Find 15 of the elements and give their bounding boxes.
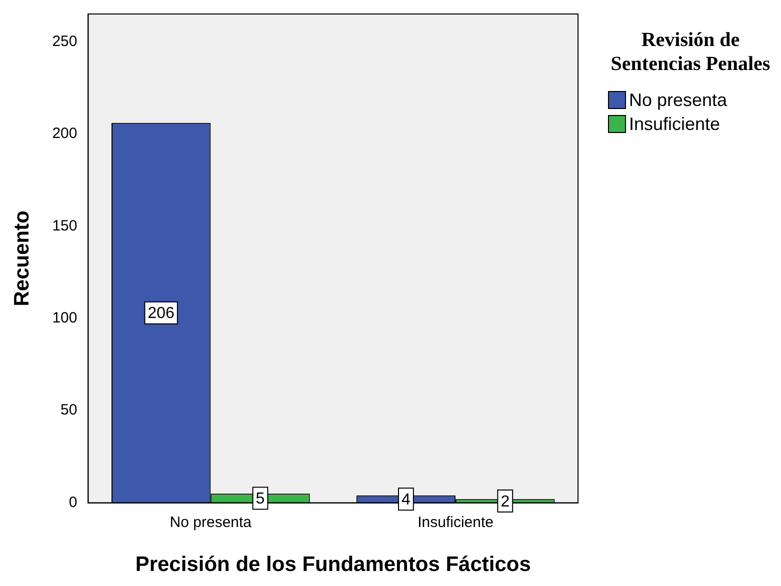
y-tick-label: 0 [68,494,78,511]
legend-label: No presenta [629,90,728,110]
y-tick-label: 50 [60,402,78,419]
y-tick-label: 100 [52,309,78,326]
y-tick-label: 150 [52,217,78,234]
y-tick-label: 200 [52,125,78,142]
x-axis-title: Precisión de los Fundamentos Fácticos [135,553,531,576]
data-label: 206 [148,305,175,322]
data-label: 5 [256,490,265,508]
y-tick-label: 250 [52,32,78,50]
legend-label: Insuficiente [629,114,720,134]
data-label: 4 [402,492,411,509]
legend-title: Revisión de Sentencias Penales [610,28,772,76]
y-axis-title: Recuento [10,210,34,306]
data-label: 2 [500,493,510,510]
